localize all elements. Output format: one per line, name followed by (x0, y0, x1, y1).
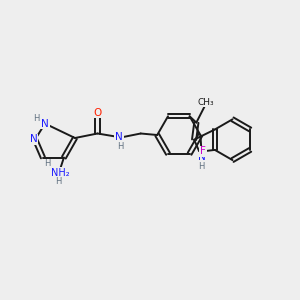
Text: H: H (117, 142, 123, 151)
Text: N: N (198, 152, 206, 163)
Text: N: N (30, 134, 38, 145)
Text: NH₂: NH₂ (51, 168, 70, 178)
Text: O: O (93, 107, 102, 118)
Text: H: H (56, 177, 62, 186)
Text: N: N (41, 118, 49, 129)
Text: CH₃: CH₃ (197, 98, 214, 107)
Text: H: H (198, 162, 204, 171)
Text: F: F (200, 146, 206, 156)
Text: H: H (44, 159, 51, 168)
Text: H: H (33, 114, 40, 123)
Text: N: N (115, 131, 123, 142)
